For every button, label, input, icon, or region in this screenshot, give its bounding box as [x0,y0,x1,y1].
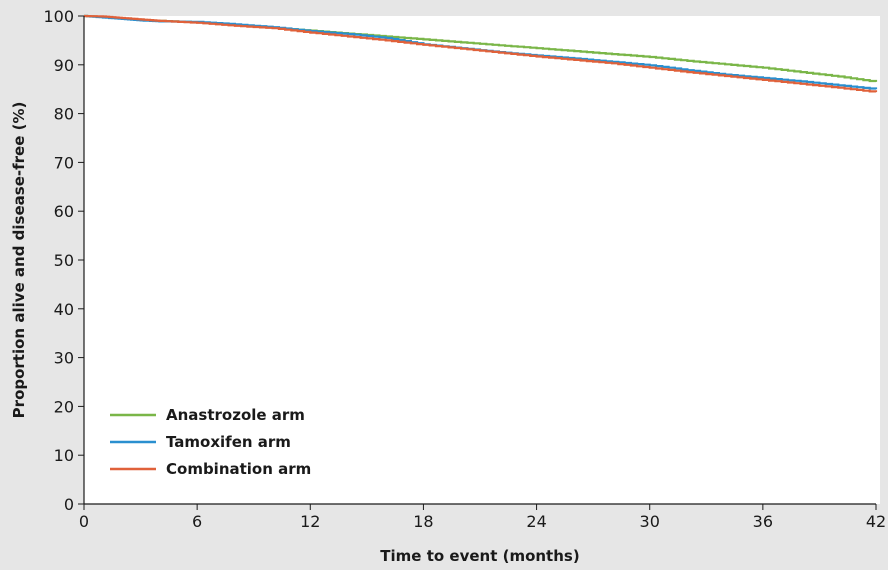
legend-label-combination-arm: Combination arm [166,460,311,478]
y-axis-title: Proportion alive and disease-free (%) [10,102,28,419]
x-tick-label: 18 [413,512,433,531]
x-axis-title: Time to event (months) [380,547,579,565]
x-tick-label: 0 [79,512,89,531]
y-tick-label: 70 [54,153,74,172]
legend-label-tamoxifen-arm: Tamoxifen arm [166,433,291,451]
y-tick-label: 10 [54,446,74,465]
x-tick-label: 6 [192,512,202,531]
legend-label-anastrozole-arm: Anastrozole arm [166,406,305,424]
legend: Anastrozole arm Tamoxifen arm Combination … [110,406,311,478]
series-line-combination-arm [84,14,878,93]
plot-area [84,16,880,504]
x-tick-label: 36 [753,512,773,531]
x-tick-label: 24 [526,512,546,531]
curves-layer [84,14,878,93]
y-tick-label: 30 [54,349,74,368]
y-tick-label: 20 [54,397,74,416]
x-tick-label: 12 [300,512,320,531]
y-tick-label: 90 [54,56,74,75]
x-tick-label: 30 [640,512,660,531]
y-tick-label: 50 [54,251,74,270]
ticks-layer: 0 6 12 18 24 30 36 42 0 10 20 30 40 50 60 70 80 90 100 [43,7,886,531]
y-tick-label: 80 [54,105,74,124]
y-tick-label: 100 [43,7,74,26]
y-tick-label: 0 [64,495,74,514]
y-tick-label: 60 [54,202,74,221]
x-tick-label: 42 [866,512,886,531]
y-tick-label: 40 [54,300,74,319]
